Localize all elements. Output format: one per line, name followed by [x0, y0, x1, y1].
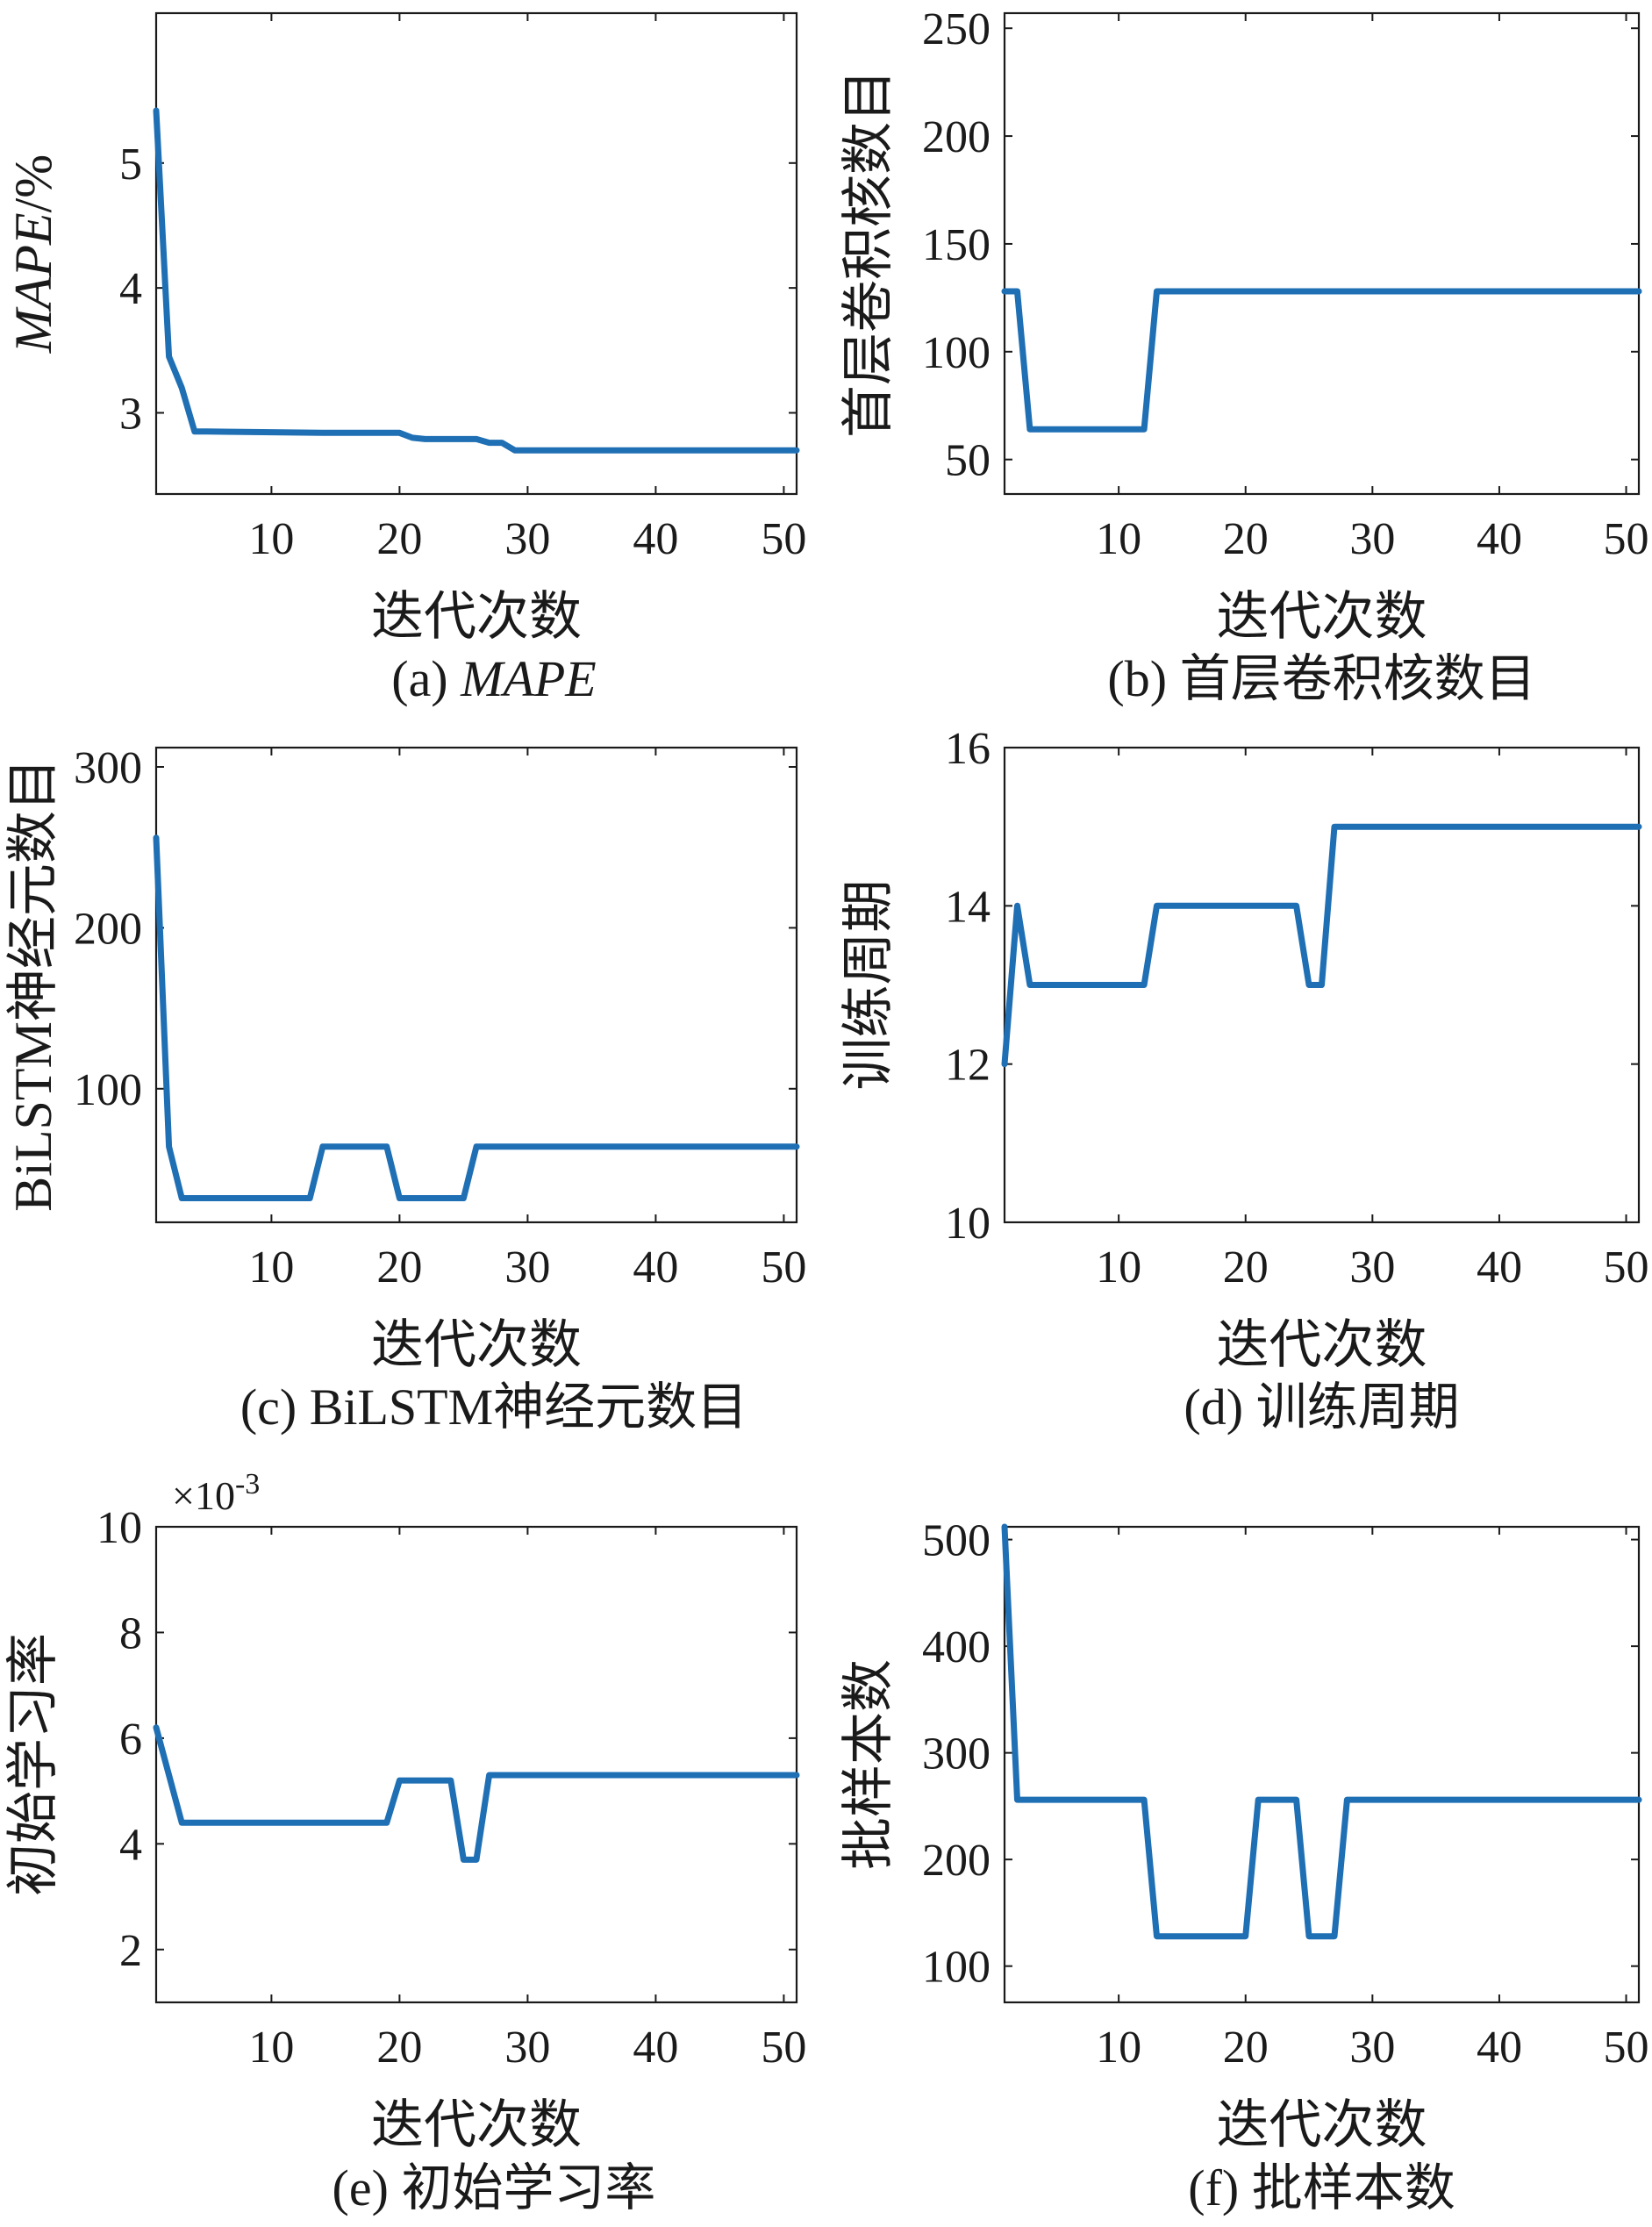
x-axis-label: 迭代次数	[371, 1316, 582, 1374]
x-tick-label: 50	[1604, 514, 1649, 564]
axes-box	[154, 746, 798, 1224]
y-tick-label: 200	[922, 112, 990, 162]
x-tick-label: 20	[1223, 2023, 1269, 2073]
y-axis-label: BiLSTM神经元数目	[4, 758, 62, 1212]
x-tick-label: 40	[633, 1242, 678, 1293]
y-tick-label: 16	[945, 724, 990, 774]
y-tick-label: 100	[922, 328, 990, 378]
y-tick-label: 12	[945, 1041, 990, 1091]
panel-caption: (b) 首层卷积核数目	[1107, 650, 1535, 707]
y-tick-label: 10	[945, 1199, 990, 1249]
axes-box	[154, 11, 798, 496]
x-axis-label: 迭代次数	[1217, 2096, 1427, 2154]
series-line	[153, 1724, 800, 1863]
y-tick-label: 500	[922, 1516, 990, 1566]
x-tick-label: 50	[761, 1242, 806, 1293]
y-axis-label: MAPE/%	[4, 154, 62, 354]
x-tick-label: 20	[376, 514, 422, 564]
x-axis-label: 迭代次数	[371, 2096, 582, 2154]
x-tick-label: 20	[1223, 1242, 1269, 1293]
chart-panel-e: 10 20 30 40 50 2 4 6 8 10 ×10-3 迭代次数 初始学习率 (e) 初始学习率	[4, 1468, 806, 2216]
y-tick-label: 2	[119, 1926, 142, 1976]
x-axis-label: 迭代次数	[371, 588, 582, 646]
axes-box	[154, 1525, 798, 2004]
x-tick-label: 20	[1223, 514, 1269, 564]
x-tick-label: 50	[1604, 1242, 1649, 1293]
chart-panel-a: 10 20 30 40 50 3 4 5 迭代次数 MAPE/% (a) MAPE	[4, 11, 806, 707]
x-tick-label: 50	[1604, 2023, 1649, 2073]
y-tick-label: 200	[922, 1836, 990, 1886]
x-tick-label: 50	[761, 514, 806, 564]
y-tick-label: 400	[922, 1622, 990, 1672]
chart-panel-f: 10 20 30 40 50 100 200 300 400 500 迭代次数 批样本数 (f) 批样本…	[840, 1516, 1649, 2216]
y-tick-label: 300	[74, 743, 142, 793]
x-tick-label: 40	[1477, 514, 1522, 564]
x-tick-label: 10	[248, 2023, 294, 2073]
x-tick-label: 20	[376, 2023, 422, 2073]
chart-panel-c: 10 20 30 40 50 100 200 300 迭代次数 BiLSTM神经元数目 (c) Bi…	[4, 743, 806, 1436]
y-tick-label: 10	[97, 1503, 142, 1553]
x-tick-label: 40	[1477, 2023, 1522, 2073]
y-tick-label: 14	[945, 882, 990, 932]
x-tick-label: 40	[633, 2023, 678, 2073]
y-tick-label: 50	[945, 436, 990, 486]
axes-box	[1003, 11, 1641, 496]
panel-caption: (a) MAPE	[391, 650, 596, 707]
y-tick-label: 100	[922, 1943, 990, 1993]
x-tick-label: 20	[376, 1242, 422, 1293]
x-tick-label: 30	[504, 2023, 550, 2073]
x-tick-label: 50	[761, 2023, 806, 2073]
y-tick-label: 3	[119, 389, 142, 439]
x-tick-label: 10	[1096, 1242, 1141, 1293]
x-axis-label: 迭代次数	[1217, 1316, 1427, 1374]
x-tick-label: 30	[504, 514, 550, 564]
y-axis-label: 训练周期	[840, 880, 898, 1091]
axes-box	[1003, 746, 1641, 1224]
axes-box	[1003, 1525, 1641, 2004]
panel-caption: (f) 批样本数	[1188, 2159, 1455, 2216]
x-tick-label: 10	[1096, 514, 1141, 564]
panel-caption: (e) 初始学习率	[333, 2159, 656, 2216]
x-tick-label: 10	[1096, 2023, 1141, 2073]
y-tick-label: 150	[922, 220, 990, 270]
series-line	[153, 107, 800, 454]
series-line	[1001, 1523, 1642, 1940]
chart-panel-d: 10 20 30 40 50 10 12 14 16 迭代次数 训练周期 (d) 训练周期	[840, 724, 1649, 1436]
x-tick-label: 30	[504, 1242, 550, 1293]
x-tick-label: 10	[248, 514, 294, 564]
panel-caption: (d) 训练周期	[1184, 1378, 1459, 1436]
y-tick-label: 250	[922, 4, 990, 54]
x-tick-label: 40	[1477, 1242, 1522, 1293]
y-tick-label: 8	[119, 1608, 142, 1658]
x-tick-label: 40	[633, 514, 678, 564]
x-tick-label: 10	[248, 1242, 294, 1293]
x-tick-label: 30	[1349, 514, 1395, 564]
y-tick-label: 6	[119, 1715, 142, 1765]
x-tick-label: 30	[1349, 2023, 1395, 2073]
y-axis-label: 初始学习率	[4, 1633, 62, 1896]
x-tick-label: 30	[1349, 1242, 1395, 1293]
y-axis-label: 批样本数	[840, 1659, 898, 1870]
x-axis-label: 迭代次数	[1217, 588, 1427, 646]
series-line	[153, 834, 800, 1201]
y-tick-label: 4	[119, 1820, 142, 1870]
y-axis-label: 首层卷积核数目	[840, 69, 898, 438]
series-line	[1001, 823, 1642, 1068]
y-tick-label: 4	[119, 264, 142, 314]
panel-caption: (c) BiLSTM神经元数目	[240, 1378, 747, 1436]
series-line	[1001, 288, 1642, 433]
y-multiplier: ×10-3	[172, 1468, 260, 1518]
y-tick-label: 5	[119, 140, 142, 190]
chart-panel-b: 10 20 30 40 50 50 100 150 200 250 迭代次数 首层卷积核数目 (b) 首…	[840, 4, 1649, 707]
y-tick-label: 200	[74, 904, 142, 954]
y-tick-label: 100	[74, 1065, 142, 1115]
y-tick-label: 300	[922, 1729, 990, 1779]
